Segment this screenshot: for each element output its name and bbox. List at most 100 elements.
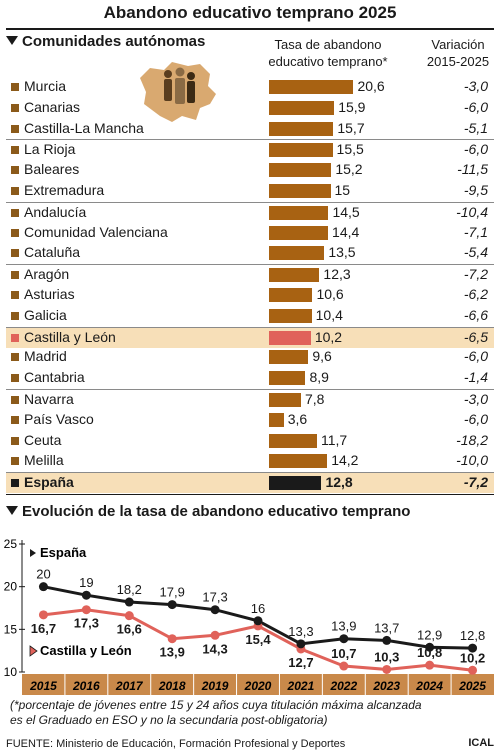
rate-bar	[269, 163, 332, 178]
cyl-data-label: 10,3	[374, 649, 399, 664]
region-name: La Rioja	[24, 141, 76, 158]
page-title: Abandono educativo temprano 2025	[103, 3, 397, 22]
variation-value: -6,0	[463, 98, 488, 115]
variation-value: -7,2	[463, 474, 488, 491]
rate-bar	[269, 268, 320, 283]
cyl-point	[81, 605, 91, 615]
y-tick-label: 25	[4, 537, 18, 551]
rate-bar	[269, 100, 335, 115]
rate-bar	[269, 205, 329, 220]
variation-value: -1,4	[463, 369, 488, 386]
cyl-point	[339, 661, 349, 671]
footnote-line-1: (*porcentaje de jóvenes entre 15 y 24 añ…	[10, 698, 422, 712]
triangle-down-icon	[6, 506, 18, 515]
cyl-point	[124, 611, 134, 621]
rate-value-label: 14,2	[331, 452, 359, 469]
cyl-data-label: 16,7	[31, 621, 56, 636]
table-row: País Vasco 3,6 -6,0	[6, 410, 494, 430]
variation-value: -9,5	[463, 182, 488, 198]
section-header-regions: Comunidades autónomas	[6, 33, 205, 50]
spain-point	[339, 634, 349, 644]
variation-value: -5,1	[463, 119, 488, 136]
variation-value: -11,5	[457, 161, 488, 178]
cyl-legend-label: Castilla y León	[40, 643, 132, 658]
rate-bar	[269, 476, 322, 491]
region-name: España	[24, 474, 74, 491]
rate-value-label: 10,6	[316, 286, 344, 302]
region-name: Castilla-La Mancha	[24, 119, 144, 136]
variation-header-line-1: Variación	[431, 37, 485, 52]
triangle-down-icon	[6, 36, 18, 45]
row-marker	[11, 436, 19, 445]
y-tick-label: 15	[4, 622, 18, 636]
rate-value-label: 10,2	[314, 328, 343, 345]
table-row: Aragón 12,3 -7,2	[6, 264, 494, 285]
row-marker	[11, 249, 19, 258]
row-marker	[11, 415, 19, 424]
region-name: Navarra	[24, 391, 74, 407]
rate-bar	[269, 288, 313, 302]
variation-value: -3,0	[463, 78, 488, 94]
variation-value: -6,6	[463, 306, 488, 323]
x-tick-label: 2022	[329, 679, 357, 693]
footnote: (*porcentaje de jóvenes entre 15 y 24 añ…	[10, 698, 490, 728]
source-text: FUENTE: Ministerio de Educación, Formaci…	[6, 738, 346, 750]
cyl-data-label: 10,7	[331, 646, 356, 661]
variation-value: -5,4	[463, 244, 488, 261]
title-rule	[6, 28, 494, 30]
spain-point	[253, 616, 263, 626]
row-marker	[11, 479, 19, 488]
table-row: Navarra 7,8 -3,0	[6, 389, 494, 410]
rate-bar	[269, 454, 328, 469]
variation-value: -7,1	[463, 223, 488, 240]
x-tick-label: 2023	[372, 679, 400, 693]
brand-logo-text: ICAL	[468, 737, 494, 749]
table-row: España 12,8 -7,2	[6, 472, 494, 494]
spain-point	[296, 639, 306, 649]
rate-value-label: 15,2	[335, 161, 363, 178]
variation-value: -3,0	[463, 391, 488, 407]
variation-value: -6,5	[463, 328, 488, 345]
rate-bar	[269, 350, 309, 365]
region-name: Baleares	[24, 161, 80, 178]
rate-bar	[269, 80, 354, 94]
rate-header-line-1: Tasa de abandono	[274, 37, 382, 52]
x-tick-label: 2016	[72, 679, 100, 693]
region-name: Asturias	[24, 286, 75, 302]
row-marker	[11, 374, 19, 383]
rate-value-label: 14,4	[332, 223, 360, 240]
rate-bar	[269, 393, 301, 407]
table-row: La Rioja 15,5 -6,0	[6, 139, 494, 160]
variation-value: -10,0	[456, 452, 488, 469]
cyl-point	[468, 665, 478, 675]
cyl-data-label: 15,4	[245, 632, 271, 647]
variation-value: -18,2	[456, 431, 488, 448]
rate-bar	[269, 330, 311, 345]
region-name: Extremadura	[24, 182, 105, 198]
rate-bar	[269, 412, 284, 427]
spain-point	[382, 635, 392, 645]
section-title-regions: Comunidades autónomas	[22, 33, 206, 50]
spain-data-label: 20	[36, 567, 50, 582]
table-row: Cantabria 8,9 -1,4	[6, 368, 494, 388]
region-name: Castilla y León	[24, 328, 116, 345]
rate-value-label: 15,7	[337, 119, 365, 136]
table-row: Castilla-La Mancha 15,7 -5,1	[6, 119, 494, 139]
spain-legend-label: España	[40, 545, 87, 560]
spain-data-label: 16	[251, 601, 265, 616]
region-name: Madrid	[24, 348, 67, 365]
spain-legend-marker	[30, 549, 36, 557]
year-band	[22, 674, 494, 695]
cyl-point	[38, 610, 48, 620]
spain-point	[468, 643, 478, 653]
x-tick-label: 2019	[201, 679, 229, 693]
rate-value-label: 15,5	[336, 141, 364, 158]
cyl-legend-marker	[29, 645, 38, 657]
x-tick-label: 2018	[158, 679, 186, 693]
region-name: Aragón	[24, 266, 70, 283]
cyl-data-label: 13,9	[160, 645, 185, 660]
footnote-line-2: es el Graduado en ESO y no la secundaria…	[10, 713, 328, 727]
region-name: Andalucía	[24, 203, 87, 220]
region-name: Cantabria	[24, 369, 85, 386]
spain-data-label: 17,3	[202, 590, 227, 605]
